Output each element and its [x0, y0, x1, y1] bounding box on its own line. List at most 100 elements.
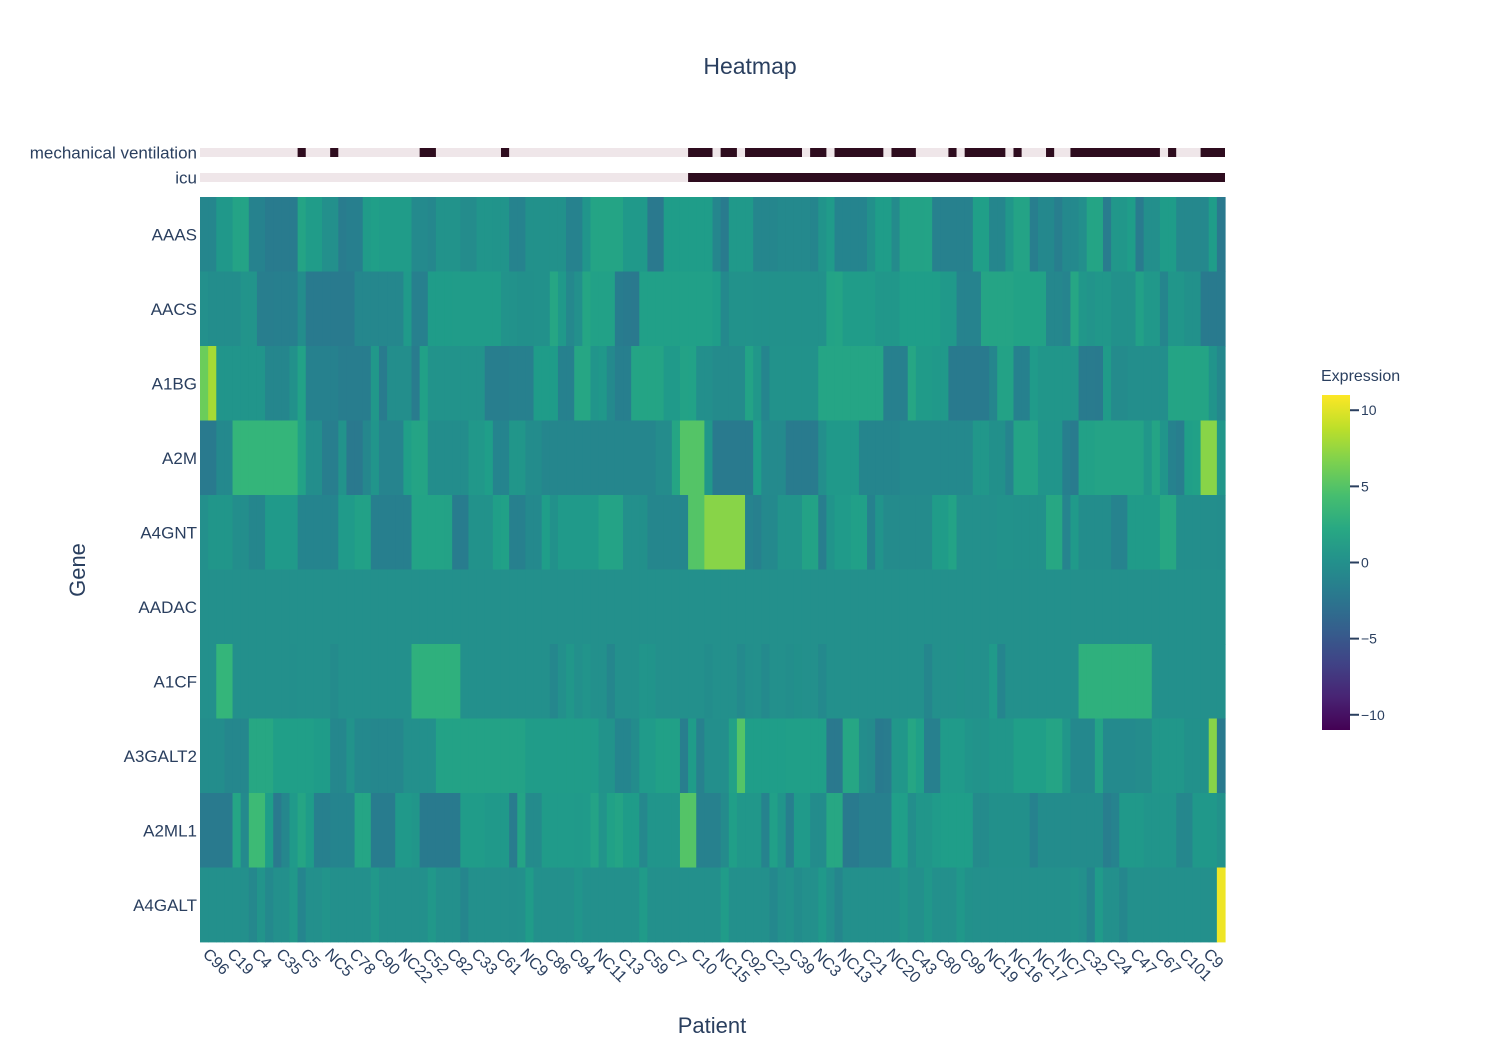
heatmap-cell — [484, 420, 494, 496]
heatmap-cell — [1029, 569, 1039, 645]
heatmap-cell — [1102, 197, 1112, 272]
heatmap-cell — [810, 644, 819, 719]
heatmap-cell — [224, 793, 234, 868]
heatmap-cell — [785, 644, 795, 719]
heatmap-cell — [1070, 495, 1080, 570]
heatmap-cell — [411, 644, 421, 719]
heatmap-cell — [509, 793, 518, 868]
heatmap-cell — [395, 718, 404, 794]
heatmap-cell — [582, 495, 592, 570]
annotation-positive-mark — [1046, 148, 1055, 157]
heatmap-cell — [566, 644, 575, 719]
heatmap-cell — [655, 271, 665, 347]
heatmap-cell — [1127, 420, 1137, 496]
heatmap-cell — [1062, 346, 1072, 421]
heatmap-cell — [1151, 718, 1161, 794]
heatmap-cell — [452, 420, 461, 496]
heatmap-cell — [761, 644, 771, 719]
heatmap-cell — [1046, 197, 1055, 272]
annotation-track-label: mechanical ventilation — [30, 144, 197, 163]
heatmap-cell — [647, 569, 657, 645]
heatmap-cell — [972, 793, 982, 868]
heatmap-cell — [224, 420, 234, 496]
heatmap-cell — [566, 569, 575, 645]
heatmap-cell — [370, 569, 380, 645]
heatmap-cell — [858, 346, 868, 421]
heatmap-cell — [216, 495, 226, 570]
heatmap-cell — [704, 495, 714, 570]
heatmap-cell — [1046, 644, 1055, 719]
heatmap-cell — [468, 793, 478, 868]
heatmap-cell — [297, 867, 307, 943]
heatmap-cells — [200, 197, 1226, 943]
heatmap-cell — [956, 420, 966, 496]
heatmap-cell — [492, 420, 502, 496]
heatmap-cell — [614, 718, 624, 794]
heatmap-cell — [500, 569, 510, 645]
heatmap-cell — [403, 718, 413, 794]
heatmap-cell — [533, 793, 543, 868]
heatmap-cell — [899, 718, 909, 794]
heatmap-cell — [728, 197, 738, 272]
heatmap-cell — [761, 271, 771, 347]
annotation-positive-mark — [1070, 148, 1160, 157]
heatmap-cell — [598, 495, 608, 570]
heatmap-cell — [1151, 346, 1161, 421]
heatmap-cell — [883, 867, 893, 943]
heatmap-cell — [444, 867, 453, 943]
heatmap-cell — [1078, 420, 1088, 496]
heatmap-cell — [891, 867, 901, 943]
heatmap-cell — [1200, 420, 1210, 496]
heatmap-cell — [696, 271, 705, 347]
heatmap-cell — [655, 718, 665, 794]
heatmap-cell — [1159, 793, 1169, 868]
heatmap-cell — [492, 644, 502, 719]
heatmap-cell — [1102, 420, 1112, 496]
heatmap-cell — [834, 793, 844, 868]
heatmap-cell — [728, 644, 738, 719]
heatmap-cell — [639, 420, 649, 496]
heatmap-cell — [248, 569, 258, 645]
heatmap-cell — [712, 271, 722, 347]
heatmap-cell — [850, 495, 860, 570]
heatmap-cell — [533, 569, 543, 645]
gene-tick-label: A3GALT2 — [124, 747, 197, 766]
heatmap-cell — [1046, 346, 1055, 421]
heatmap-cell — [907, 569, 917, 645]
heatmap-cell — [728, 569, 738, 645]
heatmap-cell — [346, 346, 356, 421]
heatmap-cell — [1208, 644, 1218, 719]
heatmap-cell — [452, 644, 461, 719]
heatmap-cell — [322, 420, 331, 496]
heatmap-cell — [1029, 197, 1039, 272]
heatmap-cell — [972, 346, 982, 421]
heatmap-cell — [753, 644, 762, 719]
heatmap-cell — [338, 718, 348, 794]
heatmap-cell — [1151, 271, 1161, 347]
heatmap-cell — [964, 495, 974, 570]
heatmap-cell — [566, 346, 575, 421]
heatmap-cell — [1037, 644, 1047, 719]
heatmap-cell — [200, 420, 209, 496]
heatmap-cell — [614, 197, 624, 272]
heatmap-cell — [289, 867, 299, 943]
heatmap-cell — [842, 644, 852, 719]
heatmap-cell — [932, 867, 941, 943]
heatmap-cell — [769, 718, 779, 794]
heatmap-cell — [289, 271, 299, 347]
heatmap-cell — [964, 346, 974, 421]
heatmap-cell — [736, 569, 746, 645]
heatmap-cell — [541, 569, 551, 645]
heatmap-cell — [989, 271, 998, 347]
heatmap-cell — [720, 495, 730, 570]
heatmap-cell — [1102, 718, 1112, 794]
heatmap-cell — [1127, 867, 1137, 943]
heatmap-cell — [826, 271, 836, 347]
heatmap-cell — [891, 346, 901, 421]
heatmap-cell — [614, 644, 624, 719]
heatmap-cell — [444, 644, 453, 719]
heatmap-cell — [549, 420, 559, 496]
heatmap-cell — [1176, 495, 1185, 570]
heatmap-cell — [200, 793, 209, 868]
heatmap-cell — [899, 197, 909, 272]
